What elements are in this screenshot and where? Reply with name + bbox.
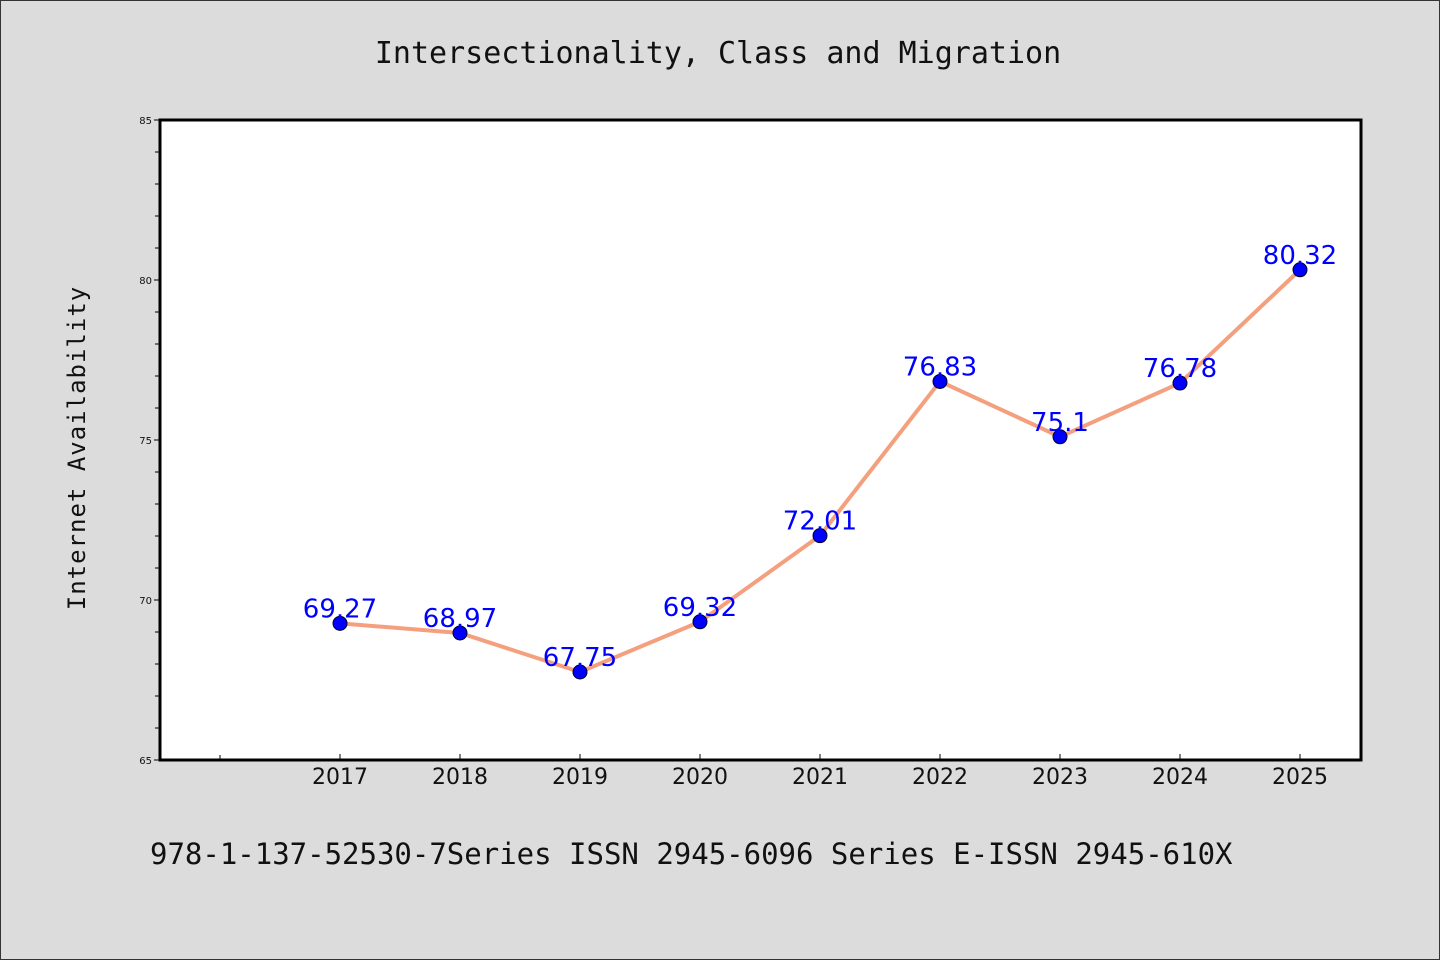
data-point-marker [572, 664, 588, 680]
y-tick-label: 80 [139, 276, 152, 287]
y-axis: 65 70 75 80 85 [139, 116, 160, 767]
plot-area [158, 118, 1363, 762]
data-point-label: 69.32 [663, 593, 737, 623]
x-tick-label: 2019 [552, 765, 608, 790]
y-tick-label: 75 [139, 436, 152, 447]
data-point-label: 72.01 [783, 507, 857, 537]
data-point-label: 69.27 [303, 594, 377, 624]
data-point-marker [1172, 375, 1188, 391]
data-point-marker [1052, 429, 1068, 445]
x-tick-label: 2022 [912, 765, 968, 790]
markers-group [332, 262, 1308, 680]
data-point-marker [932, 373, 948, 389]
footer-isbn-text: 978-1-137-52530-7Series ISSN 2945-6096 S… [150, 837, 1233, 871]
x-tick-label: 2020 [672, 765, 728, 790]
x-tick-label: 2023 [1032, 765, 1088, 790]
y-tick-label: 65 [139, 756, 152, 767]
data-point-label: 67.75 [543, 643, 617, 673]
data-point-label: 75.1 [1031, 408, 1089, 438]
y-tick-label: 85 [139, 116, 152, 127]
data-point-label: 76.83 [903, 352, 977, 382]
data-point-marker [452, 625, 468, 641]
data-point-label: 80.32 [1263, 241, 1337, 271]
x-tick-label: 2021 [792, 765, 848, 790]
x-tick-label: 2025 [1272, 765, 1328, 790]
data-point-marker [692, 614, 708, 630]
x-tick-label: 2024 [1152, 765, 1208, 790]
y-axis-label: Internet Availability [63, 286, 91, 610]
data-labels-group: 69.27 68.97 67.75 69.32 72.01 76.83 75.1 76.78 8… [303, 241, 1337, 673]
data-point-marker [1292, 262, 1308, 278]
chart-title: Intersectionality, Class and Migration [375, 36, 1061, 71]
data-point-marker [332, 615, 348, 631]
x-tick-label: 2018 [432, 765, 488, 790]
x-tick-label: 2017 [312, 765, 368, 790]
data-point-label: 68.97 [423, 604, 497, 634]
y-tick-label: 70 [139, 596, 152, 607]
data-point-marker [812, 528, 828, 544]
data-point-label: 76.78 [1143, 354, 1217, 384]
x-axis: 2017 2018 2019 2020 2021 2022 2023 2024 2025 [219, 754, 1328, 790]
